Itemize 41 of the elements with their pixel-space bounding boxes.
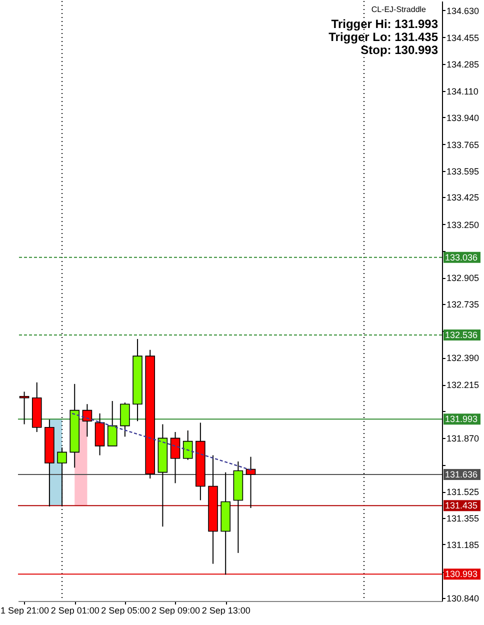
y-tick-label: 131.870 xyxy=(446,434,480,444)
annotation: Stop: 130.993 xyxy=(360,43,438,57)
x-tick-label: 2 Sep 01:00 xyxy=(50,606,100,616)
y-tick-label: 133.940 xyxy=(446,112,480,123)
ref-line-label: 131.993 xyxy=(445,414,478,424)
y-tick-label: 132.390 xyxy=(446,353,480,364)
annotation: CL-EJ-Straddle xyxy=(371,5,427,14)
candlestick xyxy=(19,391,30,425)
y-tick-label: 133.425 xyxy=(446,192,480,203)
candlestick xyxy=(170,432,180,484)
y-tick-label: 132.215 xyxy=(446,380,480,390)
annotation: Trigger Hi: 131.993 xyxy=(331,17,438,31)
annotation: Trigger Lo: 131.435 xyxy=(328,30,438,44)
x-tick-label: 2 Sep 09:00 xyxy=(151,606,200,616)
ref-line-label: 132.536 xyxy=(445,330,478,340)
candlestick xyxy=(94,412,105,456)
candlestick xyxy=(82,404,92,438)
y-tick-label: 133.765 xyxy=(446,140,480,150)
y-tick-label: 133.595 xyxy=(446,166,480,176)
ref-line-label: 131.636 xyxy=(445,469,478,480)
candlestick xyxy=(120,402,130,438)
y-tick-label: 134.285 xyxy=(446,59,480,70)
x-tick-label: 2 Sep 05:00 xyxy=(101,606,150,616)
candlestick xyxy=(182,430,193,460)
y-tick-label: 132.735 xyxy=(446,300,480,310)
y-tick-label: 134.455 xyxy=(446,32,480,43)
y-tick-label: 131.185 xyxy=(446,540,480,550)
x-tick-label: 1 Sep 21:00 xyxy=(0,606,50,616)
candlestick xyxy=(246,456,256,508)
candlestick xyxy=(107,400,118,446)
x-tick-label: 2 Sep 13:00 xyxy=(202,606,250,616)
ref-line-label: 133.036 xyxy=(445,252,478,262)
ref-line-label: 131.435 xyxy=(445,500,478,511)
y-tick-label: 134.110 xyxy=(446,86,478,96)
y-tick-label: 132.905 xyxy=(446,273,480,284)
y-tick-label: 130.840 xyxy=(446,593,480,604)
y-tick-label: 133.250 xyxy=(446,220,480,230)
y-tick-label: 134.630 xyxy=(446,6,480,16)
ref-line-label: 130.993 xyxy=(445,569,478,580)
y-tick-label: 131.525 xyxy=(446,487,480,498)
y-tick-label: 131.355 xyxy=(446,514,480,524)
